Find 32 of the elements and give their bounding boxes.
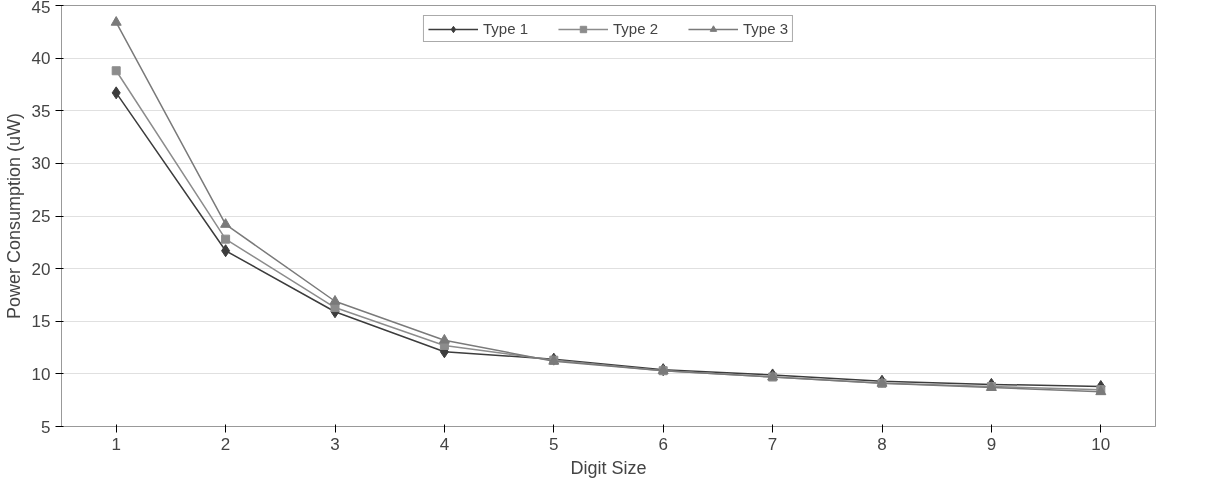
y-tick-label: 35 [31, 101, 51, 121]
point [111, 86, 121, 100]
y-tick-label: 40 [31, 49, 51, 69]
y-tick-label: 15 [31, 312, 51, 332]
x-tick-label: 7 [767, 434, 778, 454]
y-tick-label: 5 [41, 417, 51, 437]
legend-label: Type 3 [743, 20, 789, 37]
x-tick-label: 4 [439, 434, 450, 454]
x-tick-label: 9 [986, 434, 997, 454]
point [221, 244, 231, 258]
y-tick-label: 25 [31, 207, 51, 226]
y-tick-label: 20 [31, 259, 51, 279]
x-tick-label: 1 [111, 434, 121, 454]
x-tick-label: 6 [658, 434, 668, 454]
point [111, 66, 121, 76]
point [220, 218, 232, 228]
point [221, 234, 231, 244]
x-tick-label: 8 [877, 434, 887, 454]
y-tick-label: 30 [31, 154, 51, 174]
point [329, 294, 341, 305]
y-axis-title: Power Consumption (uW) [3, 112, 24, 320]
point [110, 16, 122, 26]
x-tick-label: 2 [220, 434, 231, 454]
x-tick-label: 3 [330, 434, 340, 454]
x-tick-label: 10 [1091, 434, 1111, 454]
y-tick-label: 10 [31, 364, 51, 384]
point [438, 333, 450, 344]
y-tick-label: 45 [31, 0, 51, 17]
legend-label: Type 1 [482, 20, 528, 37]
legend-label: Type 2 [612, 20, 659, 37]
x-axis-title: Digit Size [570, 457, 647, 478]
x-tick-label: 5 [549, 434, 559, 454]
